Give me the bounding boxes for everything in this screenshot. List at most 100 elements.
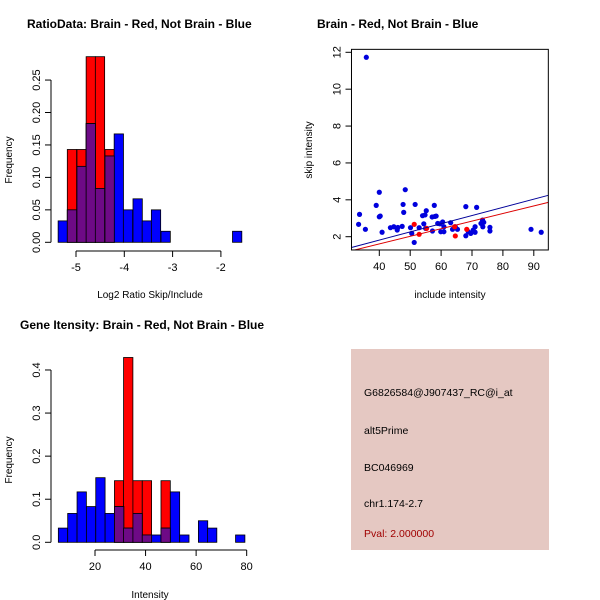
not-brain-bar	[113, 133, 124, 243]
not-brain-bar	[169, 491, 181, 543]
not-brain-point	[400, 201, 406, 208]
y-tick-label: 10	[331, 83, 343, 95]
not-brain-bar	[95, 477, 106, 543]
not-brain-point	[487, 224, 493, 230]
x-tick-label: 50	[404, 261, 416, 273]
x-tick-label: 20	[89, 561, 101, 573]
x-tick-label: 60	[435, 261, 447, 273]
not-brain-point	[412, 201, 418, 208]
not-brain-point	[401, 209, 407, 215]
intensity-histogram: 20 40 60 80 0.0 0.1 0.2 0.3 0.4	[31, 357, 253, 573]
y-tick-label: 4	[331, 197, 343, 203]
not-brain-bar	[235, 534, 246, 543]
overlap-bar	[114, 506, 125, 543]
not-brain-point	[422, 212, 428, 218]
y-tick-label: 2	[331, 234, 343, 240]
not-brain-bar	[57, 527, 69, 543]
not-brain-bar	[67, 513, 78, 543]
not-brain-point	[472, 224, 478, 230]
overlap-bar	[132, 513, 143, 543]
plot-box	[350, 48, 549, 251]
not-brain-bar	[207, 527, 218, 543]
not-brain-point	[363, 54, 369, 60]
scatter-title: Brain - Red, Not Brain - Blue	[317, 17, 479, 31]
not-brain-bar	[122, 209, 134, 243]
ratio-histogram: -5 -4 -3 -2 0.00 0.05 0.10 0.15 0.20 0.25	[31, 56, 243, 274]
brain-point	[464, 226, 470, 232]
y-tick-label: 0.00	[31, 232, 43, 253]
not-brain-bar	[160, 230, 171, 243]
not-brain-bar	[86, 506, 97, 543]
x-tick-label: 70	[466, 261, 478, 273]
y-tick-label: 0.2	[31, 448, 43, 463]
x-tick-label: -2	[216, 262, 226, 274]
y-tick-label: 0.10	[31, 167, 43, 188]
not-brain-bar	[151, 534, 162, 543]
x-tick-label: -4	[119, 262, 129, 274]
brain-fit-line	[352, 201, 549, 250]
not-brain-point	[395, 224, 401, 231]
info-panel-background	[351, 349, 549, 550]
y-tick-label: 0.25	[31, 69, 43, 90]
overlap-bar	[141, 534, 153, 543]
x-tick-label: 90	[528, 261, 540, 273]
overlap-bar	[94, 188, 106, 243]
y-tick-label: 6	[331, 160, 343, 166]
not-brain-point	[356, 211, 363, 217]
not-brain-point	[487, 228, 493, 234]
y-tick-label: 0.1	[31, 492, 43, 507]
brain-point	[452, 233, 458, 239]
y-tick-label: 8	[331, 123, 343, 129]
not-brain-point	[474, 204, 480, 210]
not-brain-bar	[132, 198, 143, 243]
x-tick-label: -5	[71, 262, 81, 274]
y-tick-label: 0.0	[31, 535, 43, 550]
not-brain-point	[411, 239, 417, 246]
intensity-hist-xlabel: Intensity	[131, 590, 168, 600]
not-brain-point	[421, 221, 427, 227]
overlap-bar	[66, 209, 78, 243]
not-brain-point	[423, 208, 429, 214]
y-tick-label: 0.4	[31, 362, 43, 377]
pval: Pval: 2.000000	[364, 528, 434, 540]
not-brain-point	[362, 226, 368, 232]
not-brain-point	[377, 213, 383, 219]
ratio-hist-title: RatioData: Brain - Red, Not Brain - Blue	[27, 17, 252, 31]
not-brain-bar	[197, 520, 209, 543]
accession: BC046969	[364, 462, 414, 474]
not-brain-point	[373, 202, 379, 208]
not-brain-point	[463, 233, 469, 239]
overlap-bar	[160, 527, 171, 543]
y-tick-label: 0.3	[31, 405, 43, 420]
not-brain-bar	[104, 513, 115, 543]
not-brain-point	[379, 229, 385, 235]
probe-id: G6826584@J907437_RC@i_at	[364, 387, 513, 399]
event-type: alt5Prime	[364, 425, 409, 437]
not-brain-bar	[179, 534, 190, 543]
not-brain-bar	[57, 220, 68, 243]
not-brain-fit-line	[351, 194, 549, 248]
not-brain-point	[433, 213, 439, 219]
not-brain-point	[480, 224, 486, 230]
not-brain-bar	[150, 209, 162, 243]
not-brain-point	[376, 189, 382, 195]
not-brain-point	[431, 202, 437, 208]
brain-bar	[141, 480, 153, 543]
x-tick-label: 40	[373, 261, 385, 273]
overlap-bar	[104, 155, 115, 243]
y-tick-label: 12	[331, 46, 343, 58]
scatter-plot: 40 50 60 70 80 90 2 4 6 8 10 12	[331, 46, 549, 273]
ratio-hist-ylabel: Frequency	[4, 136, 15, 183]
y-tick-label: 0.20	[31, 102, 43, 123]
y-tick-label: 0.15	[31, 134, 43, 155]
not-brain-point	[399, 223, 405, 229]
not-brain-point	[402, 187, 408, 193]
not-brain-bar	[76, 491, 87, 543]
not-brain-point	[472, 229, 478, 235]
intensity-hist-ylabel: Frequency	[4, 436, 15, 483]
location: chr1.174-2.7	[364, 498, 423, 510]
not-brain-point	[438, 229, 444, 235]
not-brain-point	[391, 224, 397, 230]
not-brain-bar	[232, 230, 243, 243]
overlap-bar	[123, 527, 134, 543]
